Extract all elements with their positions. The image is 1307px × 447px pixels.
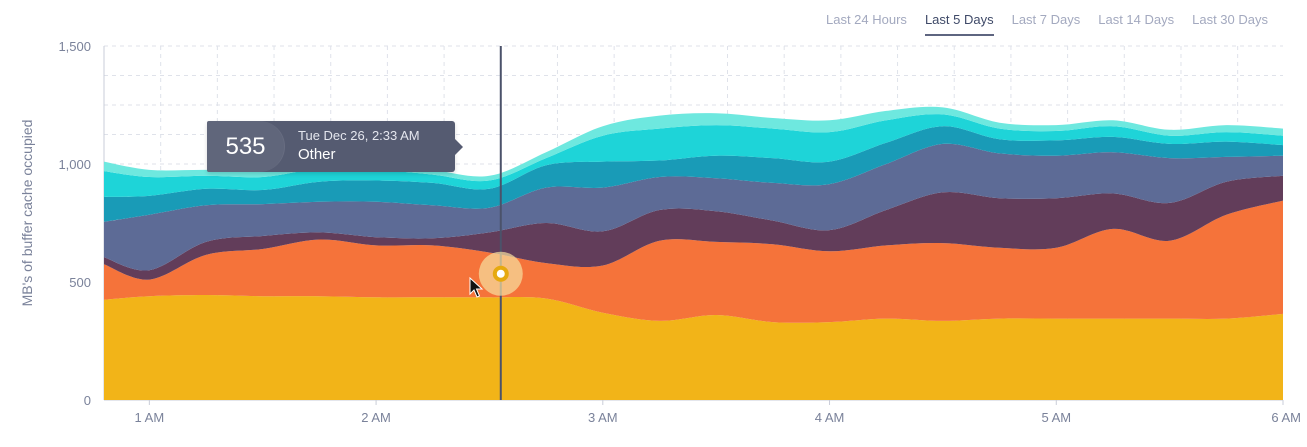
time-range-tabs: Last 24 Hours Last 5 Days Last 7 Days La… <box>817 12 1277 36</box>
tab-last-5-days[interactable]: Last 5 Days <box>924 12 994 36</box>
x-axis-ticks: 1 AM 2 AM 3 AM 4 AM 5 AM 6 AM <box>135 400 1301 425</box>
tooltip-date: Tue Dec 26, 2:33 AM <box>298 127 420 143</box>
y-tick-label: 500 <box>69 275 91 290</box>
x-tick-label: 4 AM <box>815 410 845 425</box>
hover-tooltip: 535 Tue Dec 26, 2:33 AM Other <box>207 121 463 172</box>
x-tick-label: 6 AM <box>1271 410 1301 425</box>
x-tick-label: 3 AM <box>588 410 618 425</box>
x-tick-label: 1 AM <box>135 410 165 425</box>
x-tick-label: 2 AM <box>361 410 391 425</box>
area-series-2 <box>104 200 1283 323</box>
area-series-1 <box>104 295 1283 400</box>
tooltip-details: Tue Dec 26, 2:33 AM Other <box>285 128 420 166</box>
y-tick-label: 1,000 <box>58 157 91 172</box>
area-series-7 <box>104 106 1283 182</box>
area-series-5 <box>104 126 1283 222</box>
tab-last-30-days[interactable]: Last 30 Days <box>1192 12 1268 27</box>
tooltip-series-name: Other <box>298 145 336 163</box>
y-tick-label: 0 <box>84 393 91 408</box>
x-tick-label: 5 AM <box>1041 410 1071 425</box>
hover-point[interactable] <box>492 265 509 282</box>
tab-last-14-days[interactable]: Last 14 Days <box>1098 12 1175 27</box>
y-axis-ticks: 0 500 1,000 1,500 <box>58 39 91 408</box>
chart-areas <box>104 106 1283 400</box>
y-axis-label: MB's of buffer cache occupied <box>19 120 35 307</box>
mouse-pointer-icon <box>469 276 484 298</box>
tooltip-value-badge: 535 <box>207 121 285 172</box>
tab-last-24-hours[interactable]: Last 24 Hours <box>826 12 907 27</box>
area-series-3 <box>104 175 1283 280</box>
tab-last-7-days[interactable]: Last 7 Days <box>1011 12 1081 27</box>
area-series-6 <box>104 114 1283 197</box>
area-series-4 <box>104 143 1283 271</box>
tooltip-value: 535 <box>225 132 266 160</box>
y-tick-label: 1,500 <box>58 39 91 54</box>
